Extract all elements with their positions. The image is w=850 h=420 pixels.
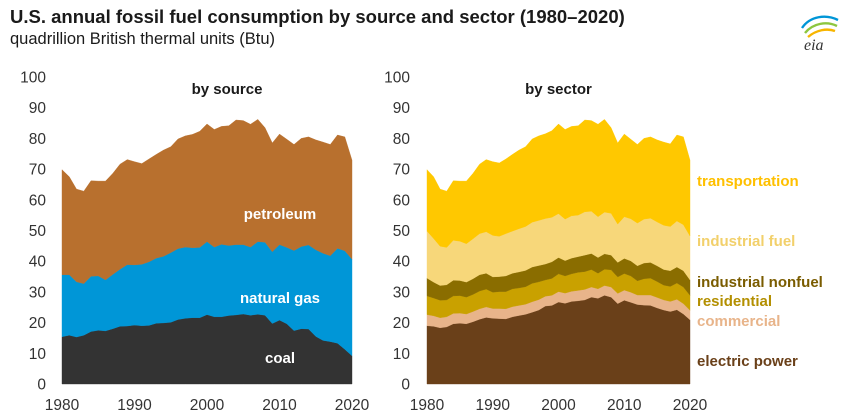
x-tick-label-sector: 1980: [410, 397, 445, 414]
y-tick-label-source: 60: [29, 192, 47, 209]
y-tick-label-sector: 0: [401, 377, 410, 394]
y-tick-label-source: 20: [29, 315, 47, 332]
chart-subtitle: quadrillion British thermal units (Btu): [10, 30, 276, 48]
y-tick-label-sector: 10: [393, 346, 411, 363]
y-tick-label-sector: 70: [393, 162, 411, 179]
y-tick-label-sector: 80: [393, 131, 411, 148]
panel-title-sector: by sector: [525, 81, 592, 98]
x-tick-label-source: 1980: [45, 397, 80, 414]
series-label-natural-gas: natural gas: [240, 290, 320, 307]
y-tick-label-source: 100: [20, 70, 46, 87]
y-tick-label-source: 50: [29, 223, 47, 240]
eia-logo-icon: eia: [801, 15, 839, 54]
y-tick-label-source: 0: [37, 377, 46, 394]
series-label-industrial-nonfuel: industrial nonfuel: [697, 274, 823, 291]
x-tick-label-source: 2010: [262, 397, 297, 414]
y-tick-label-source: 10: [29, 346, 47, 363]
x-tick-label-source: 1990: [117, 397, 152, 414]
x-tick-label-sector: 2020: [673, 397, 708, 414]
y-tick-label-source: 70: [29, 162, 47, 179]
series-label-commercial: commercial: [697, 313, 780, 330]
y-tick-label-sector: 40: [393, 254, 411, 271]
y-tick-label-sector: 30: [393, 284, 411, 301]
series-label-coal: coal: [265, 350, 295, 367]
area-sector-transportation: [426, 119, 691, 248]
x-tick-label-source: 2020: [335, 397, 370, 414]
series-label-electric-power: electric power: [697, 353, 798, 370]
eia-logo-text: eia: [804, 37, 824, 54]
y-tick-label-sector: 60: [393, 192, 411, 209]
x-tick-label-sector: 1990: [476, 397, 511, 414]
series-label-residential: residential: [697, 293, 772, 310]
chart-title: U.S. annual fossil fuel consumption by s…: [10, 6, 625, 27]
series-label-transportation: transportation: [697, 173, 799, 190]
y-tick-label-sector: 90: [393, 100, 411, 117]
y-tick-label-source: 40: [29, 254, 47, 271]
x-tick-label-sector: 2000: [541, 397, 576, 414]
y-tick-label-source: 30: [29, 284, 47, 301]
area-source-petroleum: [61, 119, 353, 284]
series-label-industrial-fuel: industrial fuel: [697, 233, 795, 250]
x-tick-label-sector: 2010: [607, 397, 642, 414]
panel-title-source: by source: [192, 81, 263, 98]
x-tick-label-source: 2000: [190, 397, 225, 414]
y-tick-label-sector: 100: [384, 70, 410, 87]
y-tick-label-sector: 20: [393, 315, 411, 332]
y-tick-label-source: 90: [29, 100, 47, 117]
y-tick-label-sector: 50: [393, 223, 411, 240]
y-tick-label-source: 80: [29, 131, 47, 148]
series-label-petroleum: petroleum: [244, 206, 317, 223]
